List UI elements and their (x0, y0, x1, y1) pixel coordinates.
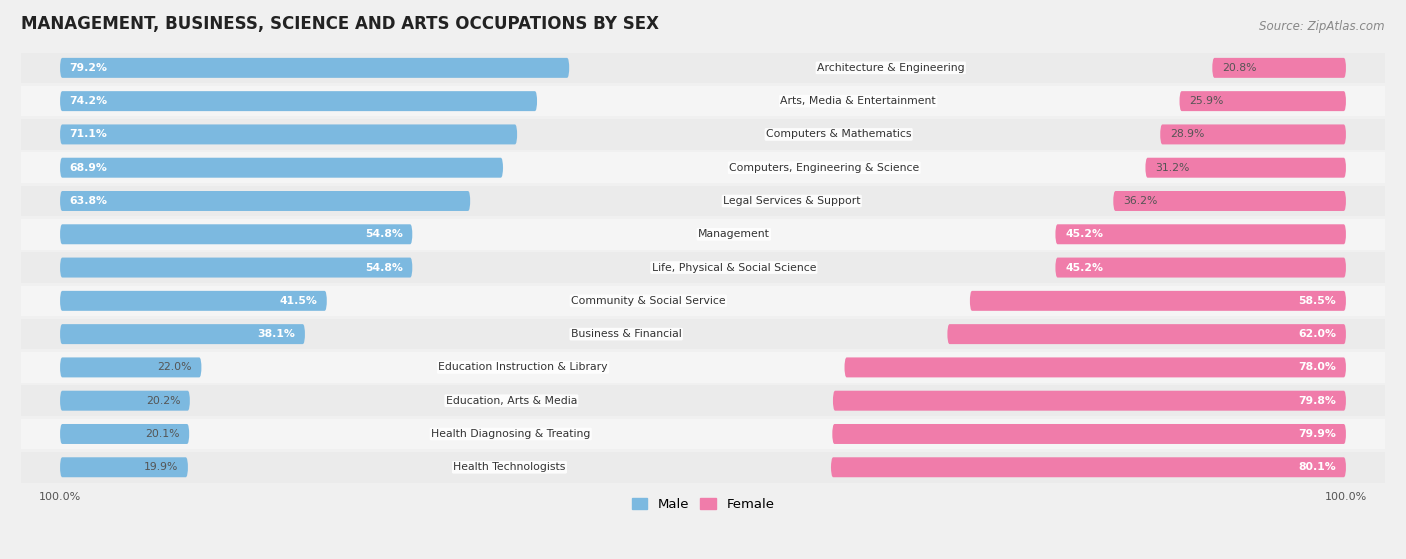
Text: Health Technologists: Health Technologists (453, 462, 565, 472)
Text: 19.9%: 19.9% (143, 462, 179, 472)
Bar (21, 252, 1385, 283)
FancyBboxPatch shape (1056, 258, 1346, 278)
FancyBboxPatch shape (60, 357, 201, 377)
Bar (21, 419, 1385, 449)
Text: 45.2%: 45.2% (1064, 229, 1102, 239)
FancyBboxPatch shape (60, 258, 412, 278)
Text: Management: Management (697, 229, 770, 239)
FancyBboxPatch shape (832, 391, 1346, 411)
FancyBboxPatch shape (832, 424, 1346, 444)
FancyBboxPatch shape (831, 457, 1346, 477)
Text: 45.2%: 45.2% (1064, 263, 1102, 273)
Bar (21, 119, 1385, 150)
Bar (21, 186, 1385, 216)
Text: Community & Social Service: Community & Social Service (571, 296, 725, 306)
Text: 62.0%: 62.0% (1298, 329, 1336, 339)
Text: 28.9%: 28.9% (1170, 130, 1204, 139)
Bar (21, 53, 1385, 83)
Text: 20.1%: 20.1% (145, 429, 180, 439)
FancyBboxPatch shape (1212, 58, 1346, 78)
Text: 79.9%: 79.9% (1299, 429, 1336, 439)
FancyBboxPatch shape (1056, 224, 1346, 244)
FancyBboxPatch shape (60, 125, 517, 144)
Text: Arts, Media & Entertainment: Arts, Media & Entertainment (780, 96, 936, 106)
Text: 20.8%: 20.8% (1222, 63, 1257, 73)
Text: Computers & Mathematics: Computers & Mathematics (766, 130, 911, 139)
FancyBboxPatch shape (1146, 158, 1346, 178)
Text: 54.8%: 54.8% (364, 263, 402, 273)
Text: 54.8%: 54.8% (364, 229, 402, 239)
Text: 58.5%: 58.5% (1299, 296, 1336, 306)
Text: Computers, Engineering & Science: Computers, Engineering & Science (730, 163, 920, 173)
FancyBboxPatch shape (60, 391, 190, 411)
Legend: Male, Female: Male, Female (626, 492, 780, 517)
Bar (21, 452, 1385, 482)
Bar (21, 352, 1385, 383)
Text: 78.0%: 78.0% (1299, 362, 1336, 372)
Text: 41.5%: 41.5% (280, 296, 318, 306)
Bar (21, 286, 1385, 316)
Text: 36.2%: 36.2% (1123, 196, 1157, 206)
Text: 25.9%: 25.9% (1189, 96, 1223, 106)
Text: 100.0%: 100.0% (1324, 492, 1367, 502)
Bar (21, 385, 1385, 416)
FancyBboxPatch shape (60, 324, 305, 344)
FancyBboxPatch shape (1160, 125, 1346, 144)
FancyBboxPatch shape (60, 424, 190, 444)
Text: Education Instruction & Library: Education Instruction & Library (439, 362, 607, 372)
Text: Architecture & Engineering: Architecture & Engineering (817, 63, 965, 73)
Bar (21, 153, 1385, 183)
Text: 63.8%: 63.8% (70, 196, 108, 206)
Text: Health Diagnosing & Treating: Health Diagnosing & Treating (432, 429, 591, 439)
Text: 31.2%: 31.2% (1154, 163, 1189, 173)
Text: 71.1%: 71.1% (70, 130, 107, 139)
FancyBboxPatch shape (60, 224, 412, 244)
Text: 38.1%: 38.1% (257, 329, 295, 339)
FancyBboxPatch shape (970, 291, 1346, 311)
Text: Source: ZipAtlas.com: Source: ZipAtlas.com (1260, 20, 1385, 32)
Text: 79.8%: 79.8% (1299, 396, 1336, 406)
Text: 79.2%: 79.2% (70, 63, 108, 73)
Text: MANAGEMENT, BUSINESS, SCIENCE AND ARTS OCCUPATIONS BY SEX: MANAGEMENT, BUSINESS, SCIENCE AND ARTS O… (21, 15, 659, 33)
FancyBboxPatch shape (60, 158, 503, 178)
Text: 80.1%: 80.1% (1299, 462, 1336, 472)
FancyBboxPatch shape (1114, 191, 1346, 211)
Bar (21, 219, 1385, 249)
FancyBboxPatch shape (60, 457, 188, 477)
Text: 74.2%: 74.2% (70, 96, 108, 106)
Text: Business & Financial: Business & Financial (571, 329, 682, 339)
Text: 22.0%: 22.0% (157, 362, 191, 372)
Text: Legal Services & Support: Legal Services & Support (723, 196, 860, 206)
Bar (21, 86, 1385, 116)
Bar (21, 319, 1385, 349)
FancyBboxPatch shape (845, 357, 1346, 377)
Text: 100.0%: 100.0% (39, 492, 82, 502)
FancyBboxPatch shape (948, 324, 1346, 344)
FancyBboxPatch shape (60, 291, 326, 311)
Text: 68.9%: 68.9% (70, 163, 107, 173)
FancyBboxPatch shape (60, 58, 569, 78)
FancyBboxPatch shape (60, 191, 470, 211)
Text: Life, Physical & Social Science: Life, Physical & Social Science (651, 263, 815, 273)
FancyBboxPatch shape (60, 91, 537, 111)
Text: Education, Arts & Media: Education, Arts & Media (446, 396, 576, 406)
Text: 20.2%: 20.2% (146, 396, 180, 406)
FancyBboxPatch shape (1180, 91, 1346, 111)
